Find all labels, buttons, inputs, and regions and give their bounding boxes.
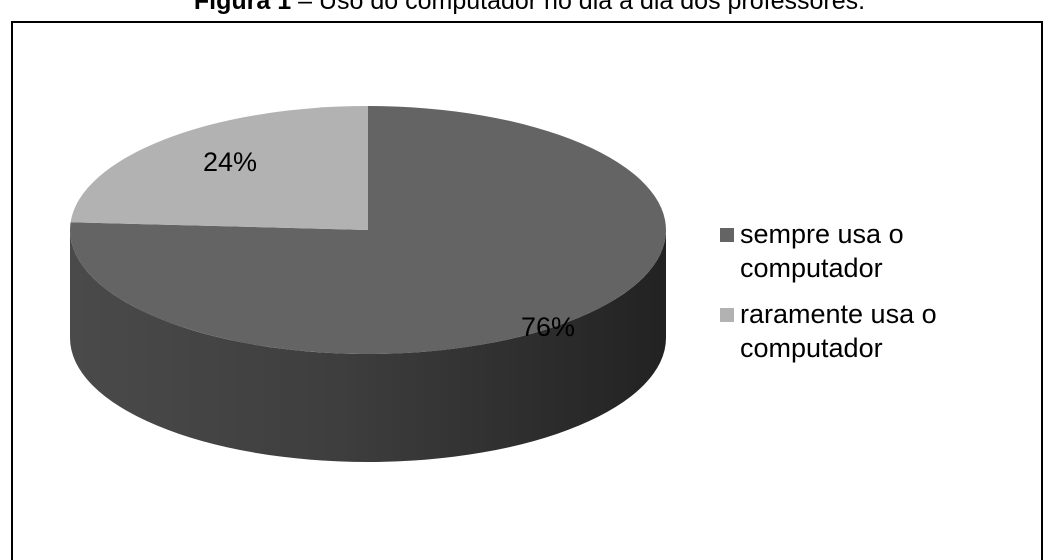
legend-swatch-raramente [720, 308, 734, 322]
legend-label-sempre: sempre usa o computador [740, 219, 904, 283]
chart-frame [11, 21, 1043, 560]
caption-label: Figura 1 [193, 0, 292, 15]
legend-item: sempre usa o computador [720, 217, 1040, 285]
chart-legend: sempre usa o computador raramente usa o … [720, 217, 1040, 377]
figure-caption: Figura 1 – Uso do computador no dia a di… [0, 0, 1059, 15]
caption-text: – Uso do computador no dia a dia dos pro… [291, 0, 866, 15]
legend-swatch-sempre [720, 228, 734, 242]
legend-item: raramente usa o computador [720, 297, 1040, 365]
pie-side-wall [70, 230, 666, 462]
data-label-sempre: 76% [521, 312, 575, 342]
data-label-raramente: 24% [203, 147, 257, 177]
pie-slice-raramente [70, 106, 368, 230]
legend-label-raramente: raramente usa o computador [740, 299, 937, 363]
